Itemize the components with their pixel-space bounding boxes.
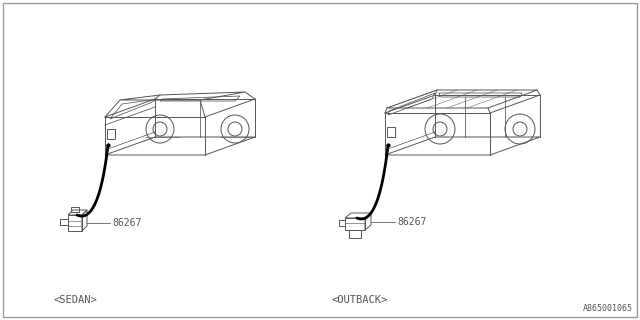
Text: 86267: 86267 <box>112 218 141 228</box>
Text: <OUTBACK>: <OUTBACK> <box>332 295 388 305</box>
Bar <box>339 220 345 226</box>
Text: 86267: 86267 <box>397 217 426 227</box>
Bar <box>71 207 79 212</box>
Text: <SEDAN>: <SEDAN> <box>53 295 97 305</box>
Bar <box>107 129 115 139</box>
Bar <box>387 127 395 137</box>
Text: A865001065: A865001065 <box>583 304 633 313</box>
